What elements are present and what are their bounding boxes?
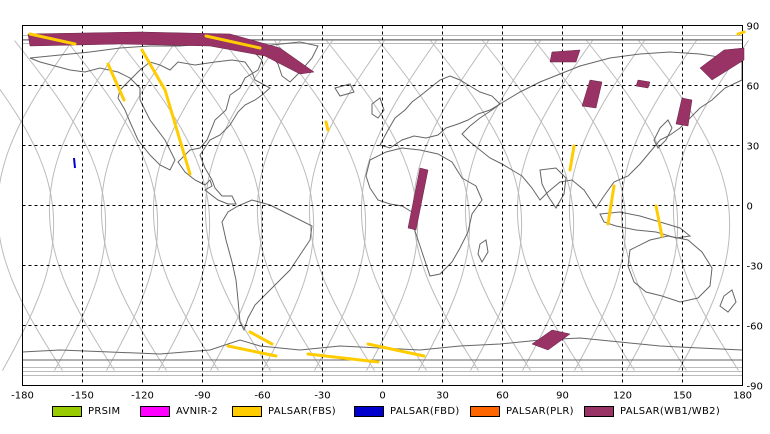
latitude-tick-label: 60 <box>747 82 760 93</box>
orbit-track <box>308 40 385 371</box>
longitude-tick-label: -180 <box>11 391 34 402</box>
latitude-axis: 90 60 30 0 -30 -60 -90 <box>747 22 763 393</box>
fbs-swath-12 <box>366 342 426 358</box>
map-frame <box>22 25 743 386</box>
legend-label: PALSAR(WB1/WB2) <box>620 405 721 417</box>
longitude-tick-label: 150 <box>673 391 692 402</box>
orbit-track <box>620 40 697 371</box>
fbs-swath-10 <box>226 344 278 358</box>
new-zealand-outline <box>719 289 737 313</box>
longitude-tick-label: -150 <box>71 391 94 402</box>
indonesia-outline <box>599 211 692 239</box>
wb-swath-north-america <box>27 31 315 75</box>
longitude-tick-label: -30 <box>314 391 330 402</box>
india-outline <box>539 167 567 209</box>
fbs-swath-9 <box>248 330 274 346</box>
legend-swatch <box>52 405 82 417</box>
legend-item: PALSAR(FBD) <box>354 403 460 419</box>
iceland-outline <box>334 83 355 97</box>
fbs-swath-7 <box>606 184 616 226</box>
fbs-swath-8 <box>654 204 664 238</box>
fbs-swath-6 <box>568 144 576 172</box>
legend-item: AVNIR-2 <box>140 403 218 419</box>
legend-label: PALSAR(PLR) <box>506 405 574 417</box>
wb-swath-arctic-east <box>699 47 745 81</box>
fbs-swath-2 <box>106 62 126 102</box>
longitude-tick-label: -90 <box>194 391 210 402</box>
legend-label: PALSAR(FBS) <box>268 405 337 417</box>
fbd-swath-pacific <box>73 157 76 169</box>
orbit-track <box>482 40 575 371</box>
legend-swatch <box>232 405 262 417</box>
fbs-swaths <box>28 30 746 364</box>
fbs-swath-11 <box>306 352 380 364</box>
legend-item: PALSAR(PLR) <box>470 403 574 419</box>
orbit-track <box>638 40 731 371</box>
graticule <box>22 25 743 386</box>
legend-item: PALSAR(FBS) <box>232 403 336 419</box>
fbs-swath-4 <box>204 34 262 50</box>
europe-outline <box>379 75 501 149</box>
longitude-tick-label: -120 <box>131 391 154 402</box>
longitude-tick-label: 90 <box>556 391 569 402</box>
legend-label: PALSAR(FBD) <box>390 405 460 417</box>
north-america-outline <box>29 43 271 205</box>
legend-item: PRSIM <box>52 403 120 419</box>
longitude-tick-label: 180 <box>733 391 752 402</box>
legend-item: PALSAR(WB1/WB2) <box>584 403 720 419</box>
wb-swath-russia-1 <box>581 79 603 109</box>
legend-label: PRSIM <box>88 405 121 417</box>
legend: PRSIM AVNIR-2 PALSAR(FBS) PALSAR(FBD) PALSAR… <box>0 399 770 423</box>
legend-swatch <box>140 405 170 417</box>
fbs-swath-1 <box>28 32 77 46</box>
latitude-tick-label: 30 <box>747 142 760 153</box>
wb-swath-russia-2 <box>635 79 651 89</box>
wb-swath-kamchatka <box>675 97 693 127</box>
fbs-swath-13 <box>736 30 746 36</box>
orbit-track <box>0 88 55 371</box>
legend-label: AVNIR-2 <box>176 405 219 417</box>
longitude-tick-label: 0 <box>379 391 385 402</box>
fbs-swath-5 <box>324 120 330 132</box>
longitude-tick-label: 120 <box>613 391 632 402</box>
africa-outline <box>365 147 483 277</box>
uk-outline <box>371 97 385 119</box>
latitude-tick-label: 90 <box>747 22 760 33</box>
longitude-tick-label: 30 <box>436 391 449 402</box>
australia-outline <box>627 235 713 303</box>
latitude-tick-label: -30 <box>747 262 763 273</box>
longitude-axis: -180 -150 -120 -90 -60 -30 0 30 60 90 120 150 180 <box>11 391 752 402</box>
legend-swatch <box>354 405 384 417</box>
fbd-swaths <box>73 157 76 169</box>
legend-swatch <box>584 405 614 417</box>
latitude-tick-label: -60 <box>747 322 763 333</box>
longitude-tick-label: 60 <box>496 391 509 402</box>
orbit-track <box>464 40 541 371</box>
orbit-track <box>170 40 263 371</box>
wb-swath-antarctic <box>531 329 571 351</box>
latitude-tick-label: 0 <box>747 202 753 213</box>
orbit-track <box>0 40 73 371</box>
wb-swaths <box>27 31 745 351</box>
legend-swatch <box>470 405 500 417</box>
fbs-swath-3 <box>140 48 192 176</box>
madagascar-outline <box>477 239 489 264</box>
wb-swath-siberia <box>549 49 581 63</box>
longitude-tick-label: -60 <box>254 391 270 402</box>
japan-outline <box>653 119 673 149</box>
wb-swath-africa <box>407 167 429 231</box>
latitude-tick-label: -90 <box>747 382 763 393</box>
asia-outline <box>461 51 743 209</box>
south-america-outline <box>221 199 313 332</box>
orbit-track <box>152 40 229 371</box>
